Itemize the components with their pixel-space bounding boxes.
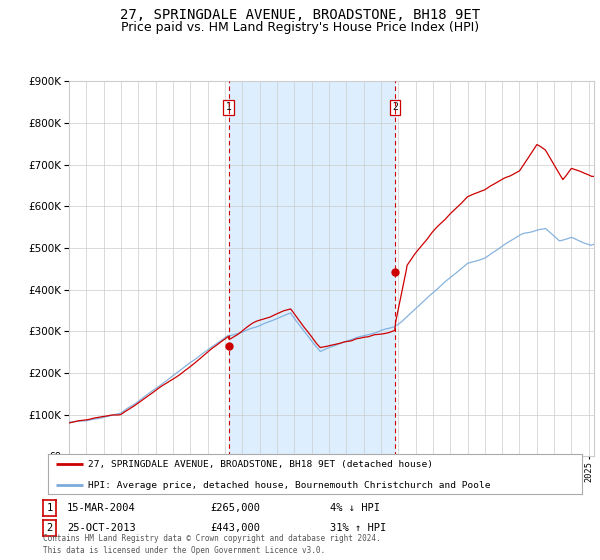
Text: 2: 2 bbox=[47, 523, 53, 533]
Text: £265,000: £265,000 bbox=[210, 503, 260, 513]
Text: Price paid vs. HM Land Registry's House Price Index (HPI): Price paid vs. HM Land Registry's House … bbox=[121, 21, 479, 34]
Text: 27, SPRINGDALE AVENUE, BROADSTONE, BH18 9ET: 27, SPRINGDALE AVENUE, BROADSTONE, BH18 … bbox=[120, 8, 480, 22]
Text: £443,000: £443,000 bbox=[210, 523, 260, 533]
Text: 31% ↑ HPI: 31% ↑ HPI bbox=[330, 523, 386, 533]
Text: 1: 1 bbox=[47, 503, 53, 513]
Text: 1: 1 bbox=[226, 102, 232, 113]
Text: 2: 2 bbox=[392, 102, 398, 113]
Text: Contains HM Land Registry data © Crown copyright and database right 2024.
This d: Contains HM Land Registry data © Crown c… bbox=[43, 534, 381, 555]
Text: 15-MAR-2004: 15-MAR-2004 bbox=[67, 503, 136, 513]
Bar bbox=[229, 81, 395, 456]
Text: HPI: Average price, detached house, Bournemouth Christchurch and Poole: HPI: Average price, detached house, Bour… bbox=[88, 480, 491, 489]
Text: 4% ↓ HPI: 4% ↓ HPI bbox=[330, 503, 380, 513]
Text: 27, SPRINGDALE AVENUE, BROADSTONE, BH18 9ET (detached house): 27, SPRINGDALE AVENUE, BROADSTONE, BH18 … bbox=[88, 460, 433, 469]
Text: 25-OCT-2013: 25-OCT-2013 bbox=[67, 523, 136, 533]
